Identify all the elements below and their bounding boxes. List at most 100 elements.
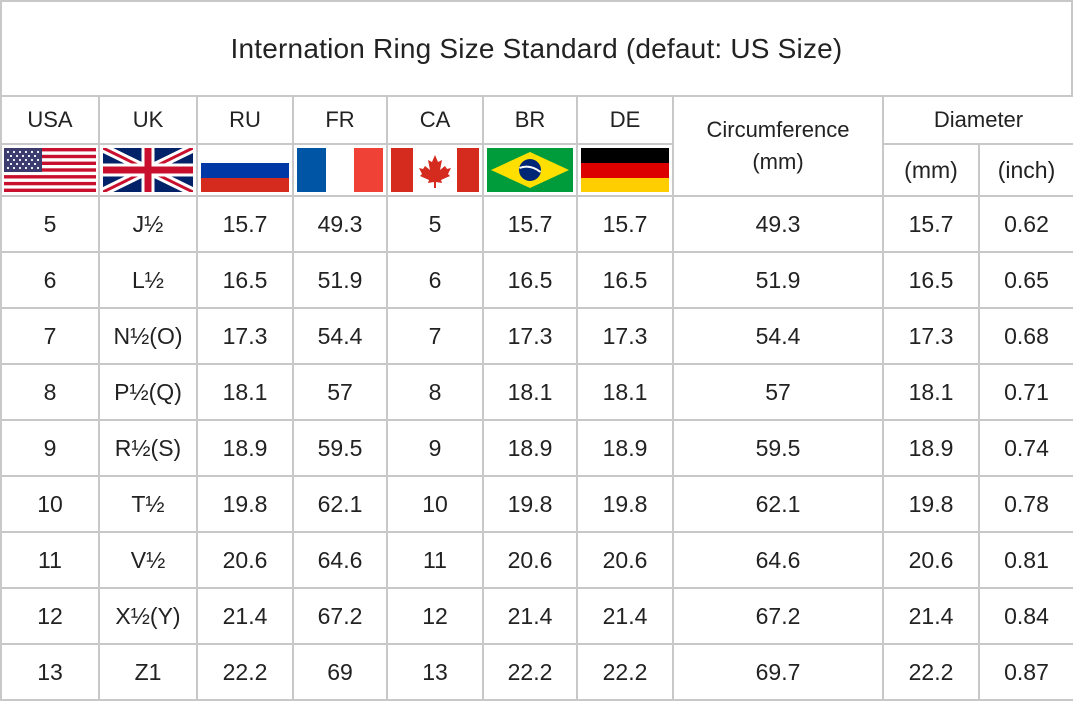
header-de: DE <box>576 95 674 145</box>
cell-usa: 12 <box>0 587 100 645</box>
cell-circumference: 57 <box>672 363 884 421</box>
cell-diameter-inch: 0.78 <box>978 475 1073 533</box>
cell-fr: 54.4 <box>292 307 388 365</box>
cell-ca: 8 <box>386 363 484 421</box>
canada-flag-icon <box>391 148 479 192</box>
flag-cell-ca <box>386 143 484 197</box>
cell-uk: L½ <box>98 251 198 309</box>
cell-br: 20.6 <box>482 531 578 589</box>
header-ca: CA <box>386 95 484 145</box>
header-br: BR <box>482 95 578 145</box>
table-row: 5 J½ 15.7 49.3 5 15.7 15.7 49.3 15.7 0.6… <box>0 195 1073 253</box>
cell-ca: 13 <box>386 643 484 701</box>
cell-br: 19.8 <box>482 475 578 533</box>
cell-uk: X½(Y) <box>98 587 198 645</box>
cell-ca: 6 <box>386 251 484 309</box>
cell-br: 16.5 <box>482 251 578 309</box>
cell-br: 18.9 <box>482 419 578 477</box>
cell-fr: 59.5 <box>292 419 388 477</box>
cell-usa: 5 <box>0 195 100 253</box>
header-fr: FR <box>292 95 388 145</box>
header-circumference: Circumference (mm) <box>672 95 884 197</box>
cell-usa: 11 <box>0 531 100 589</box>
cell-usa: 7 <box>0 307 100 365</box>
cell-de: 20.6 <box>576 531 674 589</box>
header-usa: USA <box>0 95 100 145</box>
circumference-label: Circumference <box>706 117 850 142</box>
header-diameter-inch: (inch) <box>978 143 1073 197</box>
cell-ru: 18.9 <box>196 419 294 477</box>
cell-fr: 57 <box>292 363 388 421</box>
cell-de: 17.3 <box>576 307 674 365</box>
cell-de: 22.2 <box>576 643 674 701</box>
brazil-flag-icon <box>487 148 573 192</box>
cell-uk: N½(O) <box>98 307 198 365</box>
chart-title: Internation Ring Size Standard (defaut: … <box>0 0 1073 95</box>
header-uk: UK <box>98 95 198 145</box>
cell-usa: 6 <box>0 251 100 309</box>
cell-fr: 64.6 <box>292 531 388 589</box>
cell-br: 21.4 <box>482 587 578 645</box>
cell-de: 19.8 <box>576 475 674 533</box>
cell-diameter-inch: 0.84 <box>978 587 1073 645</box>
cell-uk: Z1 <box>98 643 198 701</box>
cell-ca: 10 <box>386 475 484 533</box>
cell-diameter-mm: 21.4 <box>882 587 980 645</box>
table-row: 12 X½(Y) 21.4 67.2 12 21.4 21.4 67.2 21.… <box>0 587 1073 645</box>
flag-cell-ru <box>196 143 294 197</box>
cell-circumference: 64.6 <box>672 531 884 589</box>
header-diameter-mm: (mm) <box>882 143 980 197</box>
cell-circumference: 51.9 <box>672 251 884 309</box>
cell-circumference: 49.3 <box>672 195 884 253</box>
cell-br: 22.2 <box>482 643 578 701</box>
table-row: 7 N½(O) 17.3 54.4 7 17.3 17.3 54.4 17.3 … <box>0 307 1073 365</box>
cell-ru: 15.7 <box>196 195 294 253</box>
cell-fr: 51.9 <box>292 251 388 309</box>
cell-ru: 19.8 <box>196 475 294 533</box>
cell-diameter-mm: 16.5 <box>882 251 980 309</box>
cell-uk: T½ <box>98 475 198 533</box>
germany-flag-icon <box>581 148 669 192</box>
cell-de: 18.1 <box>576 363 674 421</box>
cell-diameter-inch: 0.71 <box>978 363 1073 421</box>
cell-diameter-mm: 17.3 <box>882 307 980 365</box>
table-row: 9 R½(S) 18.9 59.5 9 18.9 18.9 59.5 18.9 … <box>0 419 1073 477</box>
ring-size-table: USA UK RU FR CA BR DE Circumference (mm)… <box>0 95 1073 701</box>
cell-ca: 12 <box>386 587 484 645</box>
table-row: 13 Z1 22.2 69 13 22.2 22.2 69.7 22.2 0.8… <box>0 643 1073 701</box>
cell-de: 18.9 <box>576 419 674 477</box>
cell-fr: 69 <box>292 643 388 701</box>
cell-br: 17.3 <box>482 307 578 365</box>
cell-circumference: 62.1 <box>672 475 884 533</box>
cell-diameter-inch: 0.68 <box>978 307 1073 365</box>
header-ru: RU <box>196 95 294 145</box>
cell-diameter-inch: 0.81 <box>978 531 1073 589</box>
circumference-unit: (mm) <box>752 149 804 174</box>
cell-diameter-inch: 0.62 <box>978 195 1073 253</box>
cell-diameter-mm: 20.6 <box>882 531 980 589</box>
usa-flag-icon <box>4 148 96 192</box>
flag-cell-de <box>576 143 674 197</box>
cell-fr: 49.3 <box>292 195 388 253</box>
cell-fr: 67.2 <box>292 587 388 645</box>
cell-uk: P½(Q) <box>98 363 198 421</box>
flag-cell-usa <box>0 143 100 197</box>
cell-de: 21.4 <box>576 587 674 645</box>
cell-diameter-mm: 22.2 <box>882 643 980 701</box>
cell-circumference: 59.5 <box>672 419 884 477</box>
cell-br: 18.1 <box>482 363 578 421</box>
cell-diameter-inch: 0.65 <box>978 251 1073 309</box>
cell-uk: J½ <box>98 195 198 253</box>
cell-de: 15.7 <box>576 195 674 253</box>
flag-cell-fr <box>292 143 388 197</box>
cell-de: 16.5 <box>576 251 674 309</box>
cell-diameter-mm: 15.7 <box>882 195 980 253</box>
cell-usa: 8 <box>0 363 100 421</box>
cell-ru: 18.1 <box>196 363 294 421</box>
cell-uk: V½ <box>98 531 198 589</box>
cell-ru: 20.6 <box>196 531 294 589</box>
uk-flag-icon <box>103 148 193 192</box>
russia-flag-icon <box>201 148 289 192</box>
cell-ru: 17.3 <box>196 307 294 365</box>
